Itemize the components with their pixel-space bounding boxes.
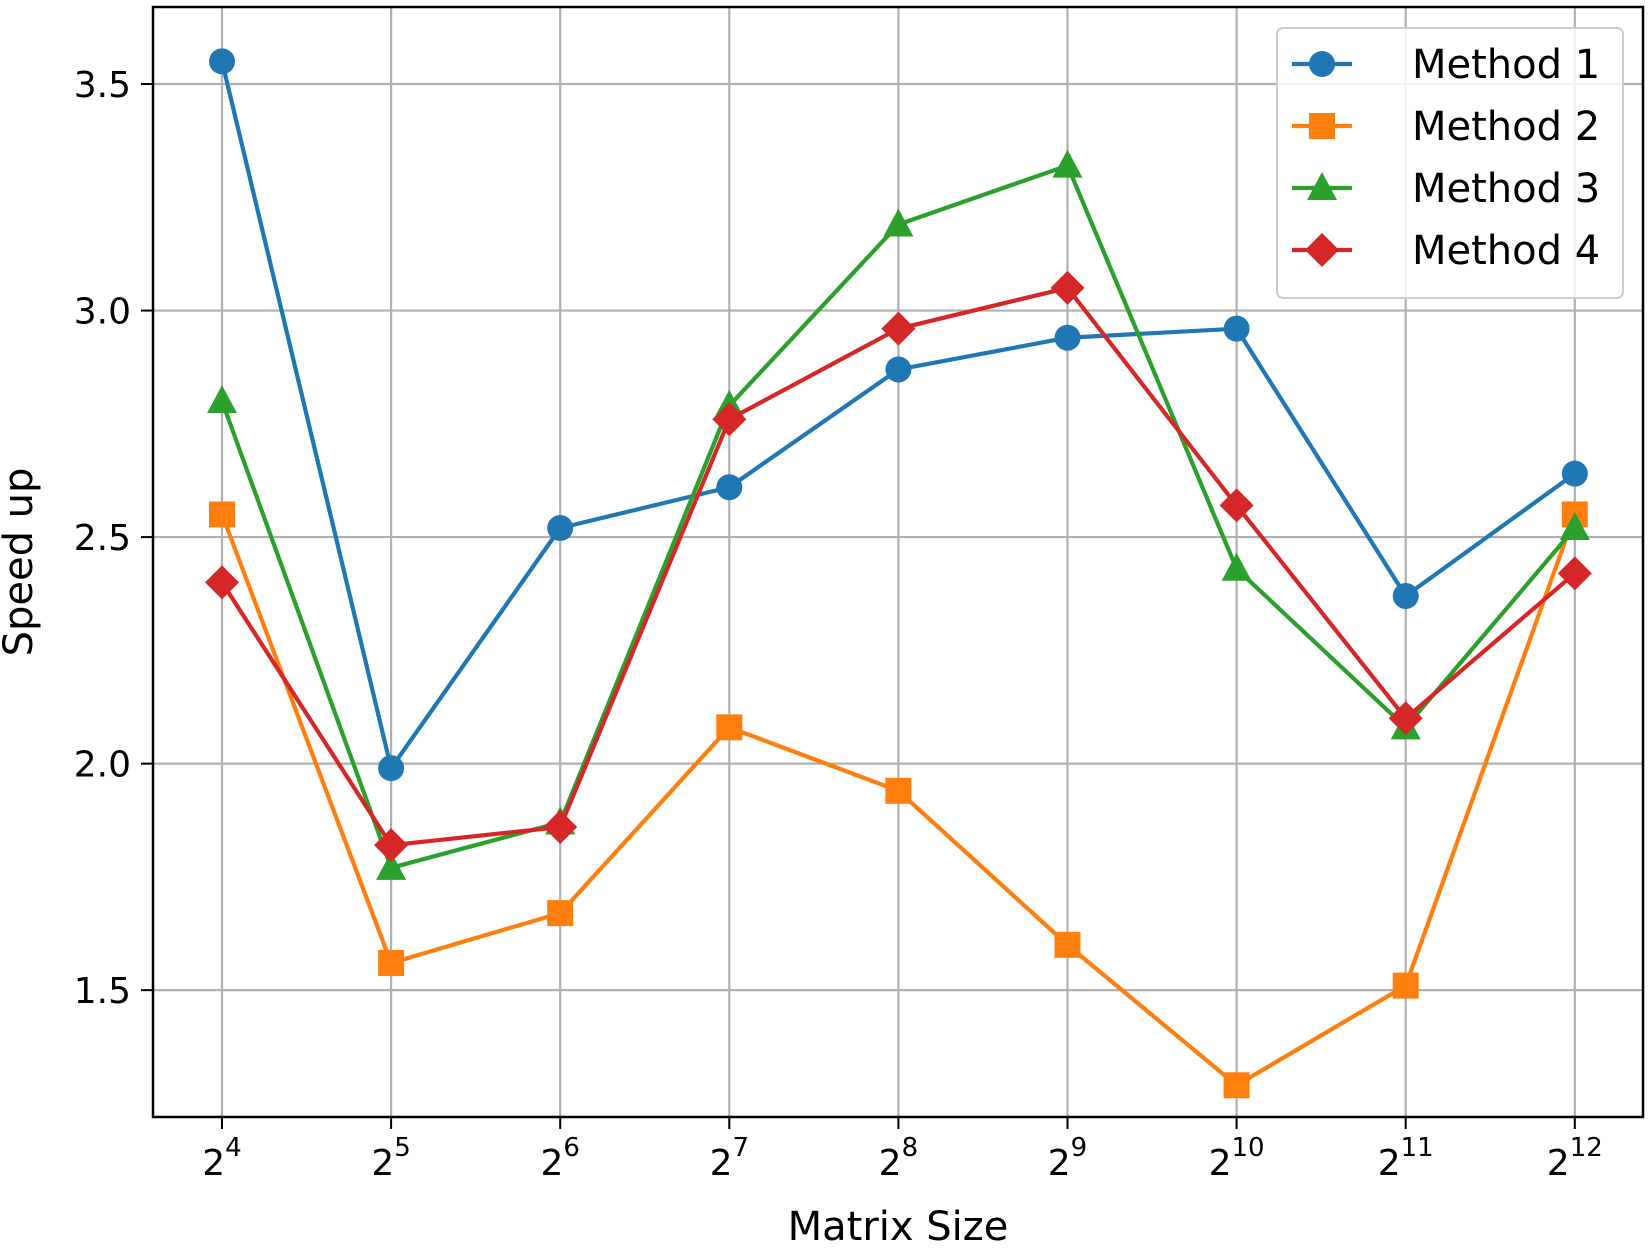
x-tick-exponent: 5 — [394, 1133, 411, 1163]
legend-item: Method 1 — [1292, 42, 1600, 88]
data-point — [209, 501, 235, 528]
x-tick-exponent: 7 — [732, 1133, 749, 1163]
x-tick-base: 2 — [710, 1143, 733, 1184]
legend-marker — [1307, 172, 1337, 200]
data-point — [1388, 701, 1423, 736]
x-tick-base: 2 — [371, 1143, 394, 1184]
data-point — [547, 515, 574, 542]
data-point — [376, 851, 407, 880]
data-point — [883, 208, 914, 237]
data-point — [1561, 460, 1588, 487]
y-tick-label: 3.0 — [74, 292, 131, 333]
data-point — [885, 356, 912, 383]
data-point — [712, 402, 747, 437]
x-tick-label: 210 — [1209, 1133, 1265, 1184]
x-tick-label: 25 — [371, 1133, 410, 1184]
data-point — [881, 311, 916, 346]
legend-marker — [1309, 51, 1335, 77]
x-tick-label: 211 — [1378, 1133, 1434, 1184]
data-point — [547, 900, 574, 927]
data-point — [1054, 931, 1081, 958]
data-point — [716, 474, 743, 501]
x-tick-exponent: 9 — [1071, 1133, 1088, 1163]
y-tick-label: 1.5 — [74, 971, 131, 1012]
x-tick-label: 26 — [540, 1133, 579, 1184]
x-tick-exponent: 12 — [1570, 1133, 1603, 1163]
y-tick-label: 3.5 — [74, 65, 131, 106]
x-axis-title: Matrix Size — [788, 1204, 1009, 1248]
data-point — [1219, 488, 1254, 523]
data-point — [1559, 512, 1590, 541]
data-point — [1223, 1072, 1250, 1099]
x-tick-base: 2 — [202, 1143, 225, 1184]
data-point — [1052, 149, 1083, 178]
data-point — [378, 755, 405, 782]
x-tick-base: 2 — [1048, 1143, 1071, 1184]
x-tick-label: 212 — [1547, 1133, 1603, 1184]
x-tick-exponent: 11 — [1401, 1133, 1434, 1163]
x-tick-base: 2 — [540, 1143, 563, 1184]
data-point — [209, 48, 235, 75]
x-tick-exponent: 6 — [563, 1133, 580, 1163]
x-tick-base: 2 — [1378, 1143, 1401, 1184]
y-tick-label: 2.0 — [74, 745, 131, 786]
data-point — [207, 385, 237, 414]
y-tick-label: 2.5 — [74, 518, 131, 559]
x-tick-label: 27 — [710, 1133, 749, 1184]
series-4 — [205, 270, 1592, 863]
legend-marker — [1305, 233, 1339, 267]
data-point — [716, 714, 743, 741]
series-1 — [209, 48, 1588, 782]
x-tick-exponent: 4 — [225, 1133, 242, 1163]
x-tick-label: 29 — [1048, 1133, 1087, 1184]
legend-marker — [1309, 113, 1335, 139]
y-axis-title: Speed up — [0, 468, 42, 657]
legend-box — [1276, 27, 1624, 299]
data-point — [374, 828, 409, 863]
x-tick-label: 28 — [879, 1133, 918, 1184]
x-tick-base: 2 — [879, 1143, 902, 1184]
legend-item: Method 2 — [1292, 104, 1600, 150]
series-group — [205, 48, 1592, 1099]
legend-label: Method 2 — [1412, 104, 1600, 150]
data-point — [1221, 552, 1252, 581]
data-point — [543, 810, 578, 845]
series-2 — [209, 501, 1588, 1099]
x-tick-label: 24 — [202, 1133, 241, 1184]
data-point — [1392, 582, 1419, 609]
data-point — [885, 777, 912, 804]
data-point — [378, 949, 405, 976]
data-point — [1050, 270, 1085, 305]
data-point — [1392, 972, 1419, 999]
legend: Method 1 Method 2 Method 3 Method 4 — [1276, 27, 1624, 299]
legend-label: Method 3 — [1412, 166, 1600, 212]
legend-label: Method 4 — [1412, 228, 1600, 274]
legend-label: Method 1 — [1412, 42, 1600, 88]
x-tick-base: 2 — [1209, 1143, 1232, 1184]
x-tick-exponent: 8 — [902, 1133, 919, 1163]
data-point — [1054, 324, 1081, 351]
legend-item: Method 4 — [1292, 228, 1600, 274]
data-point — [1557, 556, 1592, 591]
x-tick-base: 2 — [1547, 1143, 1570, 1184]
legend-item: Method 3 — [1292, 166, 1600, 212]
data-point — [205, 565, 239, 600]
x-tick-exponent: 10 — [1232, 1133, 1265, 1163]
data-point — [1223, 315, 1250, 342]
